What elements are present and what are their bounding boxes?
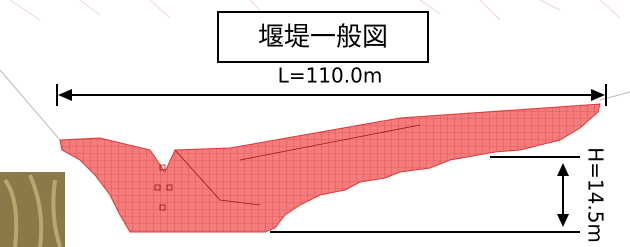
page: 堰堤一般図 L=110.0m H=14.5m (() => { const da… <box>0 0 630 247</box>
height-label: H=14.5m <box>584 147 608 243</box>
dam-diagram: 堰堤一般図 L=110.0m H=14.5m <box>0 0 630 247</box>
dam-body <box>60 104 600 232</box>
length-label: L=110.0m <box>278 64 383 88</box>
title: 堰堤一般図 <box>258 23 388 53</box>
